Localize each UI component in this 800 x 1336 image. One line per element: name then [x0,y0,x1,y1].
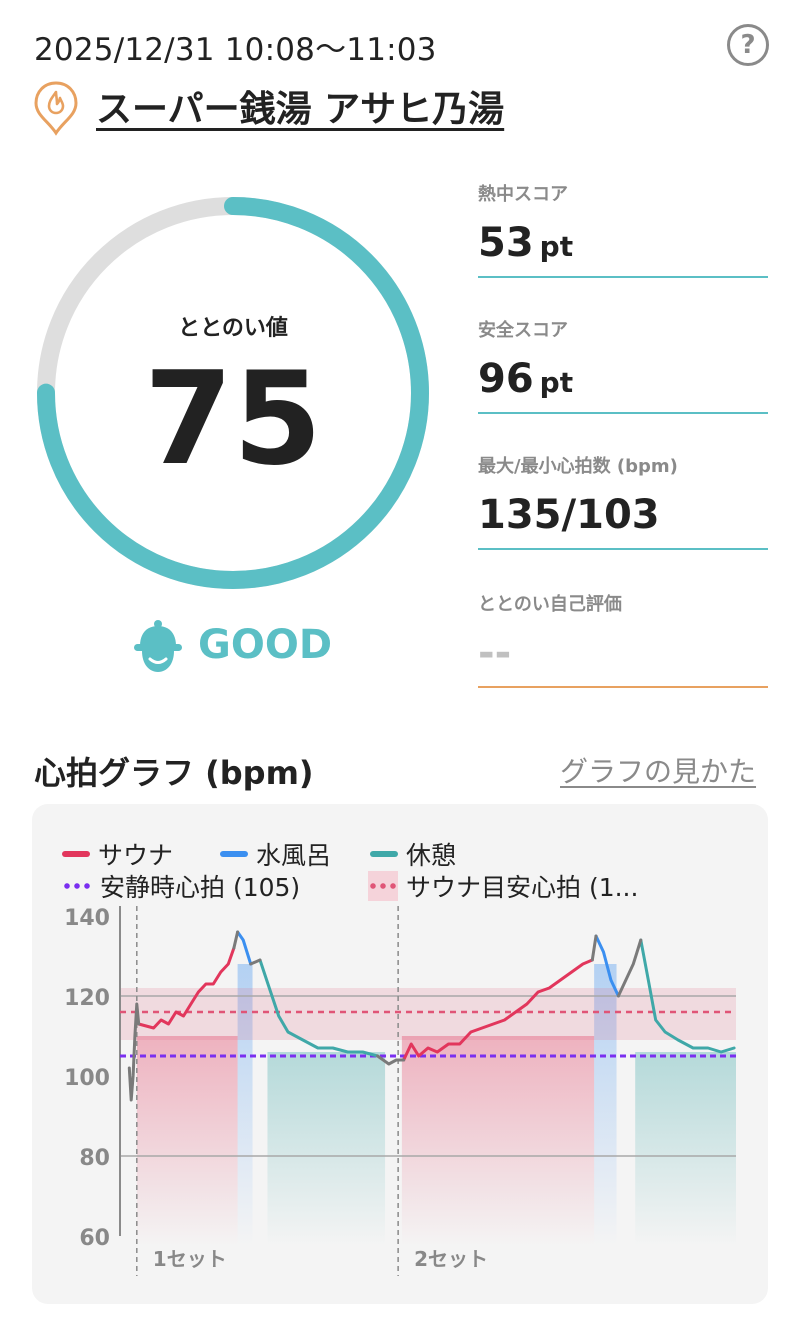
zone-cold [594,964,617,1246]
metric-safety-score: 安全スコア 96 pt [478,316,768,414]
zone-rest [635,1052,736,1246]
help-button[interactable]: ? [727,24,769,66]
series-line-transition [376,1054,406,1066]
rating-badge: GOOD [132,618,382,674]
series-line-サウナ [137,946,236,1030]
metric-divider [478,686,768,688]
metric-unit: pt [539,366,574,399]
metric-divider [478,412,768,414]
set-label: 1セット [153,1247,227,1271]
legend-cold-bath: 水風呂 [220,836,331,872]
metric-value: 53 pt [478,210,768,276]
legend-label: 休憩 [406,841,457,870]
onsen-pin-icon [34,81,78,136]
metric-number: 135/103 [478,492,660,538]
metric-label: ととのい自己評価 [478,594,622,615]
legend-swatch [220,851,248,857]
legend-swatch [62,883,92,889]
y-tick-label: 80 [79,1146,110,1171]
metric-number: 53 [478,220,534,266]
zone-sauna [136,1036,238,1246]
zone-cold [237,964,253,1246]
series-line-サウナ [402,958,594,1062]
series-line-transition [127,1002,141,1102]
series-line-transition [590,934,598,962]
zone-sauna [401,1036,595,1246]
gauge-ring [37,197,429,589]
metric-number: 96 [478,356,534,402]
legend-label: サウナ目安心拍 (1... [406,873,639,902]
y-tick-label: 140 [64,906,110,931]
heart-rate-graph-card: サウナ 水風呂 休憩 安静時心拍 (105) サウナ目安心拍 (1... 140… [32,804,768,1304]
series-line-transition [616,938,643,998]
rating-text: GOOD [198,622,333,668]
metric-heat-score: 熱中スコア 53 pt [478,180,768,278]
metric-self-evaluation[interactable]: ととのい自己評価 -- [478,590,768,688]
y-tick-label: 120 [64,986,110,1011]
gauge-value: 75 [143,345,323,494]
totonoi-gauge: ととのい値 75 [30,190,436,596]
metric-number: -- [478,630,512,676]
legend-label: 安静時心拍 (105) [100,873,301,902]
metric-value: 96 pt [478,346,768,412]
legend-sauna-target: サウナ目安心拍 (1... [368,868,638,904]
legend-label: サウナ [98,841,174,870]
legend-label: 水風呂 [256,841,332,870]
set-label: 2セット [414,1247,488,1271]
series-line-水風呂 [236,930,253,966]
legend-swatch [368,871,398,901]
series-line-transition [249,958,262,966]
series-line-休憩 [258,958,380,1058]
legend-resting-hr: 安静時心拍 (105) [62,868,300,904]
metric-divider [478,276,768,278]
metric-divider [478,548,768,550]
gauge-progress-arc [37,197,429,589]
metric-label: 安全スコア [478,320,568,341]
series-line-transition [232,930,240,950]
metric-label: 熱中スコア [478,184,568,205]
session-datetime: 2025/12/31 10:08～11:03 [34,32,437,68]
heart-rate-chart: 140 120 100 80 60 1セット 2セット [64,906,736,1276]
sauna-hat-face-icon [134,620,182,672]
graph-howto-link[interactable]: グラフの見かた [560,755,757,788]
legend-swatch [62,851,90,857]
metric-label: 最大/最小心拍数 (bpm) [478,456,678,477]
gauge-label: ととのい値 [178,316,288,341]
legend-swatch [370,851,398,857]
legend-sauna: サウナ [62,836,173,872]
metric-heart-rate: 最大/最小心拍数 (bpm) 135/103 [478,452,768,550]
y-tick-label: 60 [79,1226,110,1251]
facility-name-link[interactable]: スーパー銭湯 アサヒ乃湯 [96,89,505,130]
graph-title: 心拍グラフ (bpm) [34,754,314,792]
metric-unit: pt [539,230,574,263]
metric-value: -- [478,620,768,686]
metric-value: 135/103 [478,482,768,548]
zone-rest [267,1052,386,1246]
y-tick-label: 100 [64,1066,110,1091]
series-line-休憩 [639,938,736,1054]
series-line-水風呂 [594,934,620,998]
legend-rest: 休憩 [370,836,456,872]
